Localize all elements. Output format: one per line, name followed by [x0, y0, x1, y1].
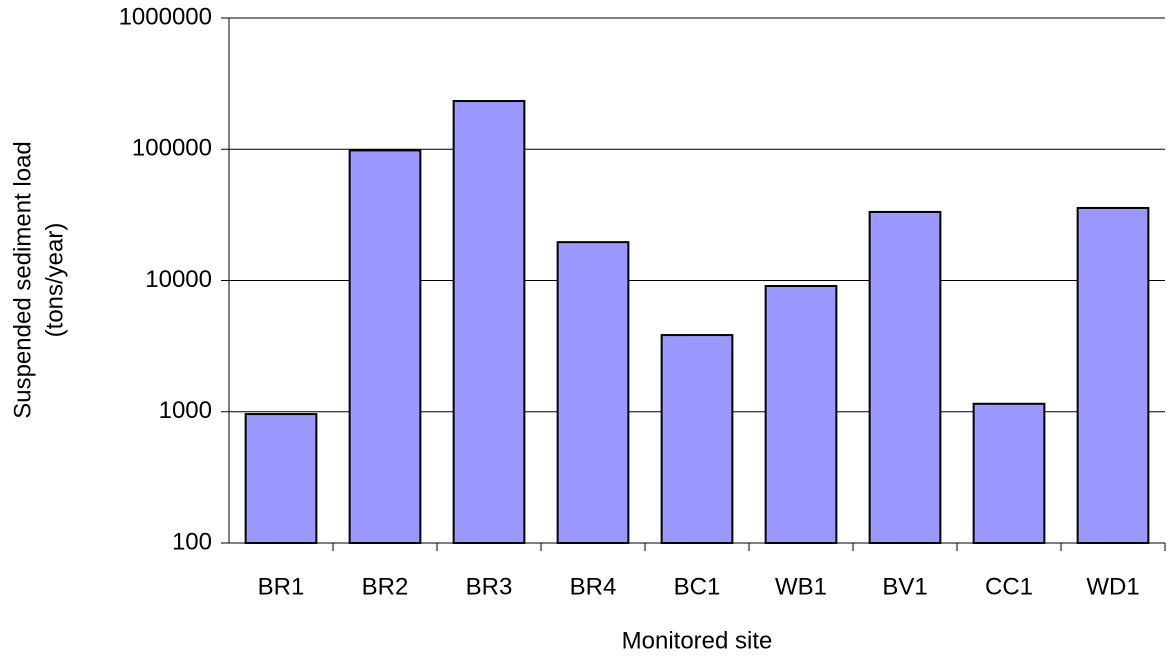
bar: [1076, 206, 1150, 544]
y-tick-label: 1000: [159, 397, 212, 424]
x-tick-label: BC1: [674, 573, 721, 600]
bar: [348, 149, 422, 544]
bar: [556, 241, 630, 544]
bar: [244, 413, 318, 544]
bar: [972, 402, 1046, 545]
y-tick-label: 100: [172, 528, 212, 555]
x-tick-label: WB1: [775, 573, 827, 600]
x-tick-label: BR2: [362, 573, 409, 600]
y-axis-label: (tons/year): [41, 223, 68, 338]
x-tick-label: BR1: [258, 573, 305, 600]
x-tick-label: BV1: [882, 573, 927, 600]
y-tick-label: 10000: [145, 266, 212, 293]
y-axis-label: Suspended sediment load: [9, 141, 36, 419]
x-tick-label: BR3: [466, 573, 513, 600]
bar: [452, 100, 526, 544]
x-axis-label: Monitored site: [622, 627, 773, 654]
x-tick-label: CC1: [985, 573, 1033, 600]
bar: [868, 210, 942, 544]
y-tick-label: 1000000: [119, 3, 212, 30]
x-tick-label: WD1: [1086, 573, 1139, 600]
bar: [660, 334, 734, 544]
y-tick-label: 100000: [132, 135, 212, 162]
x-tick-label: BR4: [570, 573, 617, 600]
bar: [764, 285, 838, 544]
